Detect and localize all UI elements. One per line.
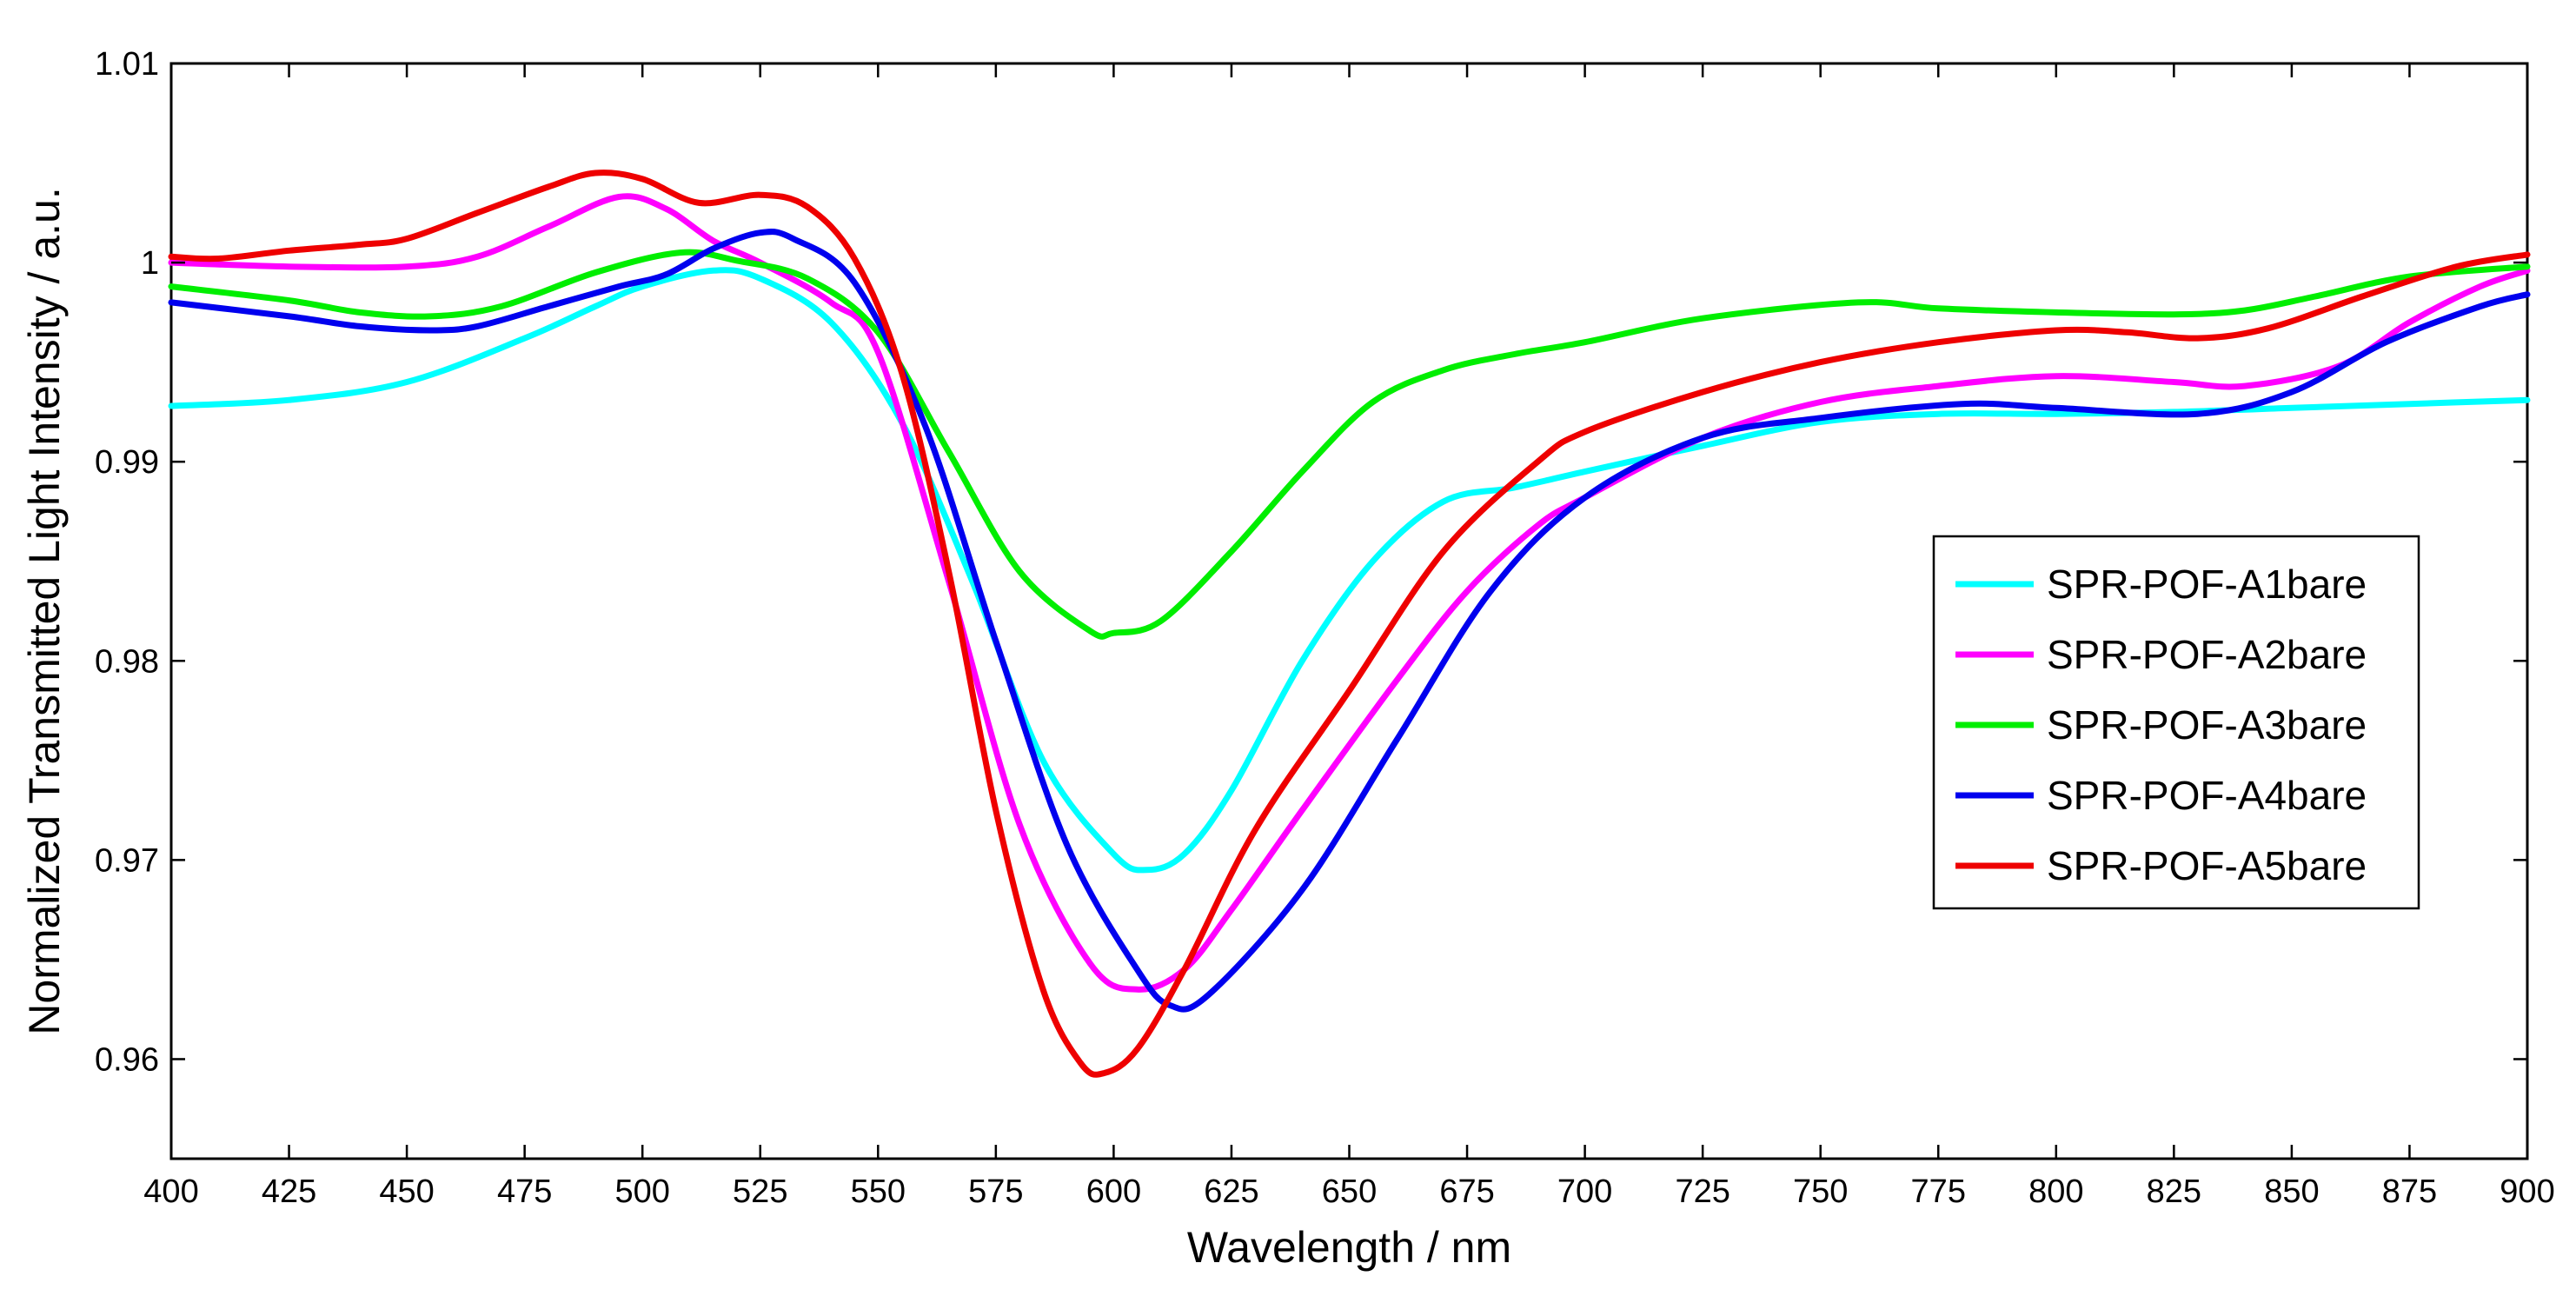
legend-label-4: SPR-POF-A4bare bbox=[2047, 773, 2367, 818]
x-tick-label: 575 bbox=[968, 1173, 1023, 1210]
series-line-4 bbox=[168, 229, 2531, 1013]
x-tick-label: 500 bbox=[614, 1173, 669, 1210]
x-tick-label: 675 bbox=[1439, 1173, 1494, 1210]
x-tick-label: 550 bbox=[851, 1173, 906, 1210]
legend-label-1: SPR-POF-A1bare bbox=[2047, 562, 2367, 607]
x-tick-label: 450 bbox=[379, 1173, 434, 1210]
legend-items: SPR-POF-A1bare SPR-POF-A2bare SPR-POF-A3ba… bbox=[1955, 562, 2367, 888]
x-tick-label: 775 bbox=[1911, 1173, 1966, 1210]
x-tick-label: 400 bbox=[143, 1173, 198, 1210]
legend-label-3: SPR-POF-A3bare bbox=[2047, 702, 2367, 748]
y-tick-label: 0.97 bbox=[95, 842, 159, 879]
x-tick-label: 825 bbox=[2147, 1173, 2201, 1210]
x-tick-label: 625 bbox=[1204, 1173, 1258, 1210]
tick-layer: 400 425 450 475 500 525 550 575 600 625 650 675 700 7… bbox=[95, 46, 2555, 1210]
x-tick-label: 700 bbox=[1557, 1173, 1612, 1210]
series-line-2 bbox=[168, 193, 2531, 993]
legend: SPR-POF-A1bare SPR-POF-A2bare SPR-POF-A3ba… bbox=[1932, 535, 2420, 910]
series-layer bbox=[168, 170, 2531, 1078]
y-tick-label: 1 bbox=[141, 245, 159, 282]
x-tick-label: 850 bbox=[2264, 1173, 2319, 1210]
x-tick-label: 725 bbox=[1675, 1173, 1730, 1210]
y-tick-label: 0.98 bbox=[95, 643, 159, 680]
y-axis-label: Normalized Transmitted Light Intensity /… bbox=[20, 187, 69, 1034]
x-tick-label: 875 bbox=[2382, 1173, 2437, 1210]
series-line-1 bbox=[168, 267, 2531, 874]
x-tick-label: 600 bbox=[1086, 1173, 1141, 1210]
y-tick-label: 1.01 bbox=[95, 46, 159, 83]
y-tick-label: 0.96 bbox=[95, 1041, 159, 1078]
series-line-3 bbox=[168, 249, 2531, 640]
x-tick-label: 425 bbox=[262, 1173, 316, 1210]
x-tick-label: 650 bbox=[1322, 1173, 1377, 1210]
x-tick-label: 750 bbox=[1793, 1173, 1848, 1210]
x-tick-label: 475 bbox=[497, 1173, 552, 1210]
series-line-5 bbox=[168, 170, 2531, 1078]
legend-label-5: SPR-POF-A5bare bbox=[2047, 843, 2367, 888]
x-axis-label: Wavelength / nm bbox=[1187, 1223, 1511, 1272]
legend-label-2: SPR-POF-A2bare bbox=[2047, 632, 2367, 677]
y-tick-label: 0.99 bbox=[95, 444, 159, 481]
x-tick-label: 800 bbox=[2028, 1173, 2083, 1210]
x-tick-label: 525 bbox=[733, 1173, 787, 1210]
x-tick-label: 900 bbox=[2500, 1173, 2554, 1210]
